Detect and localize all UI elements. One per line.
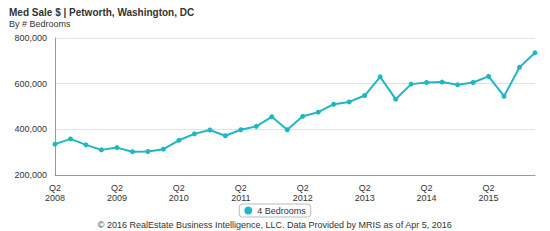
svg-text:2015: 2015 bbox=[479, 193, 499, 203]
svg-text:800,000: 800,000 bbox=[14, 33, 47, 43]
svg-text:2012: 2012 bbox=[293, 193, 313, 203]
svg-text:2013: 2013 bbox=[355, 193, 375, 203]
svg-text:2008: 2008 bbox=[45, 193, 65, 203]
svg-text:200,000: 200,000 bbox=[14, 170, 47, 180]
svg-text:Q2: Q2 bbox=[111, 183, 123, 193]
svg-text:400,000: 400,000 bbox=[14, 124, 47, 134]
svg-text:Med Sale $ | Petworth, Washing: Med Sale $ | Petworth, Washington, DC bbox=[9, 7, 194, 18]
svg-text:Q2: Q2 bbox=[173, 183, 185, 193]
svg-text:By # Bedrooms: By # Bedrooms bbox=[9, 19, 71, 29]
svg-text:© 2016 RealEstate Business Int: © 2016 RealEstate Business Intelligence,… bbox=[98, 220, 452, 230]
svg-text:600,000: 600,000 bbox=[14, 79, 47, 89]
svg-text:2011: 2011 bbox=[231, 193, 250, 203]
svg-text:Q2: Q2 bbox=[359, 183, 371, 193]
svg-text:4 Bedrooms: 4 Bedrooms bbox=[257, 206, 306, 216]
svg-text:Q2: Q2 bbox=[297, 183, 309, 193]
svg-text:2010: 2010 bbox=[169, 193, 189, 203]
svg-text:2014: 2014 bbox=[417, 193, 437, 203]
svg-text:Q2: Q2 bbox=[483, 183, 495, 193]
svg-text:Q2: Q2 bbox=[49, 183, 61, 193]
svg-text:Q2: Q2 bbox=[421, 183, 433, 193]
svg-text:2009: 2009 bbox=[107, 193, 127, 203]
svg-text:Q2: Q2 bbox=[235, 183, 247, 193]
